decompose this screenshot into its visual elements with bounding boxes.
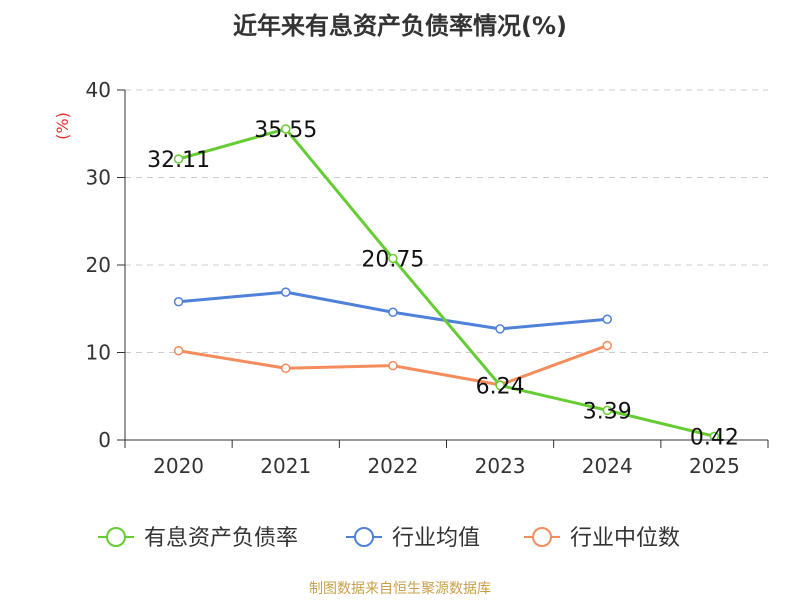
data-point (173, 297, 184, 307)
y-tick-label: 40 (86, 78, 111, 102)
data-label: 3.39 (583, 399, 632, 424)
data-point (281, 124, 291, 134)
data-point (602, 340, 612, 351)
y-tick-label: 10 (86, 341, 111, 365)
data-label: 0.42 (690, 425, 739, 450)
x-tick-label: 2025 (689, 454, 740, 478)
data-point (388, 360, 398, 371)
legend-marker (106, 527, 126, 547)
legend-marker (354, 527, 374, 547)
series-layer: 32.11 35.55 20.75 6.24 3.39 0.42 (147, 118, 739, 450)
y-axis-label: (%) (53, 112, 72, 140)
data-point (281, 363, 291, 373)
x-tick-label: 2024 (582, 454, 633, 478)
axes: 0 10 20 30 40 (%) 2020 2021 2022 2023 2024 2025 (53, 78, 769, 478)
data-label: 6.24 (476, 374, 525, 399)
x-tick-label: 2021 (260, 454, 311, 478)
data-point (602, 405, 612, 416)
data-label: 32.11 (147, 148, 210, 173)
series-line-0 (178, 127, 715, 438)
data-point (388, 307, 398, 317)
data-label: 20.75 (361, 247, 424, 272)
legend-marker (532, 527, 552, 547)
data-label: 35.55 (254, 118, 317, 143)
data-point (173, 154, 184, 164)
legend-entry: 行业均值 (392, 526, 480, 551)
y-tick-label: 30 (86, 166, 111, 190)
legend-entry: 行业中位数 (570, 526, 680, 551)
legend: 有息资产负债率 行业均值 行业中位数 (98, 526, 680, 551)
x-tick-label: 2023 (475, 454, 526, 478)
legend-entry: 有息资产负债率 (144, 526, 298, 551)
data-source-note: 制图数据来自恒生聚源数据库 (309, 581, 491, 597)
data-point (173, 346, 184, 356)
y-tick-label: 0 (98, 428, 111, 452)
x-tick-label: 2022 (367, 454, 418, 478)
data-point (602, 314, 612, 324)
data-point (495, 324, 505, 334)
data-point (388, 253, 398, 264)
chart-title: 近年来有息资产负债率情况(%) (233, 12, 567, 40)
y-tick-label: 20 (86, 253, 111, 277)
grid-lines (125, 89, 768, 353)
data-point (709, 431, 720, 442)
data-point (495, 380, 505, 391)
x-tick-label: 2020 (153, 454, 204, 478)
data-point (281, 287, 291, 297)
